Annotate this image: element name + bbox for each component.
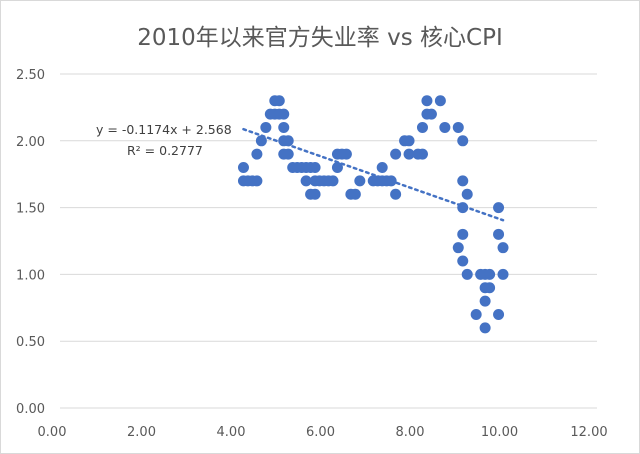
y-tick-label: 2.00 [16,135,45,150]
data-point [255,135,267,147]
data-point [434,95,446,107]
data-point [452,242,464,254]
data-point [327,175,339,187]
data-point [439,121,451,133]
data-point [300,175,312,187]
data-point [278,121,290,133]
data-point [484,282,496,294]
x-tick-label: 8.00 [396,425,425,440]
data-point [390,188,402,200]
data-point [331,162,343,174]
data-points [237,95,509,334]
data-point [376,162,388,174]
data-point [497,242,509,254]
trendline-equation-text: y = -0.1174x + 2.568 [96,122,232,137]
data-point [493,228,505,240]
x-tick-label: 6.00 [306,425,335,440]
data-point [461,188,473,200]
data-point [457,135,469,147]
data-point [416,148,428,160]
data-point [479,295,491,307]
data-point [282,148,294,160]
x-axis-ticks: 0.00 2.00 4.00 6.00 8.00 10.00 12.00 [38,425,608,440]
y-tick-label: 0.00 [16,402,45,417]
data-point [385,175,397,187]
data-point [349,188,361,200]
data-point [457,228,469,240]
data-point [278,108,290,120]
data-point [251,148,263,160]
data-point [251,175,263,187]
data-point [493,308,505,320]
y-tick-label: 2.50 [16,68,45,83]
data-point [403,148,415,160]
data-point [390,148,402,160]
data-point [457,175,469,187]
x-tick-label: 4.00 [217,425,246,440]
data-point [354,175,366,187]
x-tick-label: 10.00 [481,425,518,440]
data-point [461,268,473,280]
data-point [309,162,321,174]
x-tick-label: 2.00 [127,425,156,440]
data-point [493,202,505,214]
trendline-r-squared: R² = 0.2777 [127,143,203,158]
trendline-equation: y = -0.1174x + 2.568 R² = 0.2777 [96,122,232,158]
data-point [273,95,285,107]
data-point [457,202,469,214]
chart-title: 2010年以来官方失业率 vs 核心CPI [137,25,503,51]
x-tick-label: 0.00 [38,425,67,440]
data-point [421,95,433,107]
data-point [479,322,491,334]
data-point [237,162,249,174]
data-point [425,108,437,120]
data-point [340,148,352,160]
data-point [470,308,482,320]
y-axis-ticks: 0.00 0.50 1.00 1.50 2.00 2.50 [16,68,45,417]
y-tick-label: 0.50 [16,335,45,350]
data-point [309,188,321,200]
data-point [260,121,272,133]
data-point [403,135,415,147]
x-tick-label: 12.00 [570,425,607,440]
data-point [484,268,496,280]
data-point [452,121,464,133]
data-point [497,268,509,280]
y-tick-label: 1.50 [16,202,45,217]
data-point [416,121,428,133]
data-point [282,135,294,147]
data-point [457,255,469,267]
y-tick-label: 1.00 [16,268,45,283]
